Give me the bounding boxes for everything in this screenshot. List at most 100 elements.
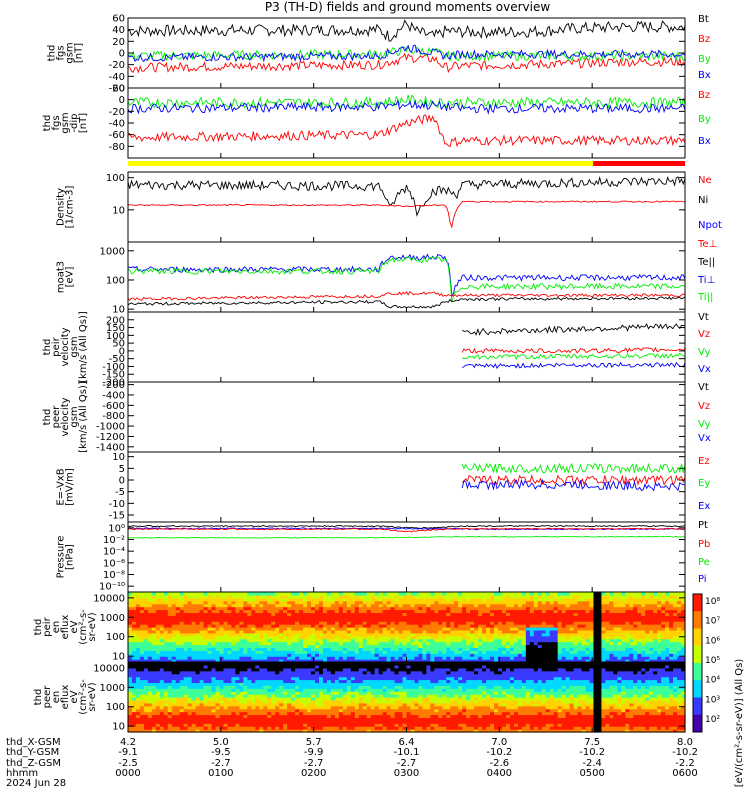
panel-p9: 10000 1000 100 10 thdpeirenefluxeV(cm²-s-sr-… [33,591,686,663]
legend-p2-item: By [698,114,711,125]
y-axis-label: Pressure [56,536,67,579]
y-tick-label: 20 [112,84,125,95]
series-p8-Pi [127,527,686,531]
legend-p4-item: Ti|| [697,292,713,303]
legend-p2-item: Bz [698,90,710,101]
legend-p1-item: Bt [698,14,709,25]
x-axis-row-label: 2024 Jun 28 [6,778,66,789]
x-axis-value: 0400 [487,768,512,779]
y-tick-label: -400 [102,390,125,401]
y-tick-label: 100 [106,632,125,643]
y-tick-label: 5 [119,464,125,475]
y-axis-label: -dip [69,113,80,132]
y-tick-label: 10⁻⁶ [103,558,125,569]
y-axis-label: (cm²-s- [78,609,89,645]
series-p5-Vy [462,352,686,361]
colorbar-label: [eV/(cm²-s-sr-eV)] (All Qs) [734,659,745,788]
y-tick-label: 100 [106,331,125,342]
x-axis-value: -2.4 [582,758,602,769]
y-tick-label: 10⁻⁸ [103,570,125,581]
y-tick-label: -150 [102,370,125,381]
x-axis-value: -2.7 [397,758,417,769]
x-axis-value: -2.7 [211,758,231,769]
x-axis-value: -2.7 [304,758,324,769]
y-tick-label: 0 [119,346,125,357]
x-axis-value: 7.5 [584,737,600,748]
colorbar-tick: 10⁴ [705,676,720,686]
y-axis-label: [nT] [74,43,85,63]
y-tick-label: 10000 [93,593,125,604]
x-axis-row-label: thd_Y-GSM [6,747,59,758]
y-axis-label: fgs [51,115,62,130]
series-p4-Te [127,296,686,309]
series-p5-Vz [461,346,686,354]
y-tick-label: 50 [112,339,125,350]
legend-p5-item: Vy [698,347,711,358]
y-tick-label: -5 [115,487,125,498]
y-tick-label: -80 [109,142,125,153]
x-axis-value: -10.1 [394,747,420,758]
y-tick-label: 60 [112,14,125,25]
y-axis-label: thd [33,619,44,636]
y-tick-label: -100 [102,362,125,373]
y-tick-label: -10 [109,499,125,510]
legend-p1-item: Bx [698,70,711,81]
legend-p7-item: Ez [698,456,710,467]
y-tick-label: -600 [102,401,125,412]
x-axis-value: 0300 [394,768,419,779]
y-axis-label: eflux [60,685,71,710]
panel-p3: 100 10 Density[1/cm-3] Ne Ni Npot Te⊥ [56,171,722,250]
y-axis-label: thd [47,45,58,62]
x-axis-value: 8.0 [677,737,693,748]
status-bar-red [593,161,685,166]
y-axis-label: gsm [60,112,71,133]
y-axis-label: en [51,691,62,704]
title: P3 (TH-D) fields and ground moments over… [264,0,551,14]
y-tick-label: -60 [109,84,125,95]
y-tick-label: -200 [102,380,125,391]
y-axis-label: moat3 [56,261,67,293]
legend-p1-item: Bz [698,34,710,45]
legend-p7-item: Ey [698,478,710,489]
colorbar-tick: 10⁸ [705,597,720,607]
legend-p8-item: Pt [698,520,708,531]
y-tick-label: 10 [112,205,125,216]
y-axis-label: eflux [60,615,71,640]
y-axis-label: gsm [65,42,76,63]
y-axis-label: thd [42,409,53,426]
series-p3-Ni [127,175,686,217]
legend-p1-item: By [698,54,711,65]
x-axis-value: 5.7 [306,737,322,748]
series-p4-Ti [127,253,686,297]
legend-p5-item: Vz [698,329,710,340]
y-axis-label: en [51,621,62,634]
y-axis-label: peir [51,336,62,356]
legend-p3-item: Npot [698,220,722,231]
colorbar-tick: 10⁷ [705,617,720,627]
series-p7-Ez [461,474,686,486]
colorbar-tick: 10⁶ [705,636,720,646]
x-axis-value: 0000 [115,768,140,779]
y-axis-label: eV [69,620,80,633]
y-tick-label: 1000 [100,683,125,694]
series-p2-By [127,94,686,110]
y-tick-label: 10 [112,452,125,463]
series-p4-Ti [127,256,686,302]
y-axis-label: thd [33,689,44,706]
y-axis-label: (cm²-s- [78,679,89,715]
y-axis-label: [mV/m] [65,468,76,506]
y-tick-label: 10⁻² [103,535,125,546]
legend-p8-item: Pe [698,557,710,568]
x-axis-value: -2.6 [490,758,510,769]
series-p7-Ey [461,462,686,475]
y-tick-label: -1200 [96,432,125,443]
x-axis-value: 0500 [579,768,604,779]
y-axis-label: peer [51,405,62,429]
y-tick-label: 10000 [93,663,125,674]
y-tick-label: 10 [112,305,125,316]
legend-p3-item: Te⊥ [697,239,717,250]
